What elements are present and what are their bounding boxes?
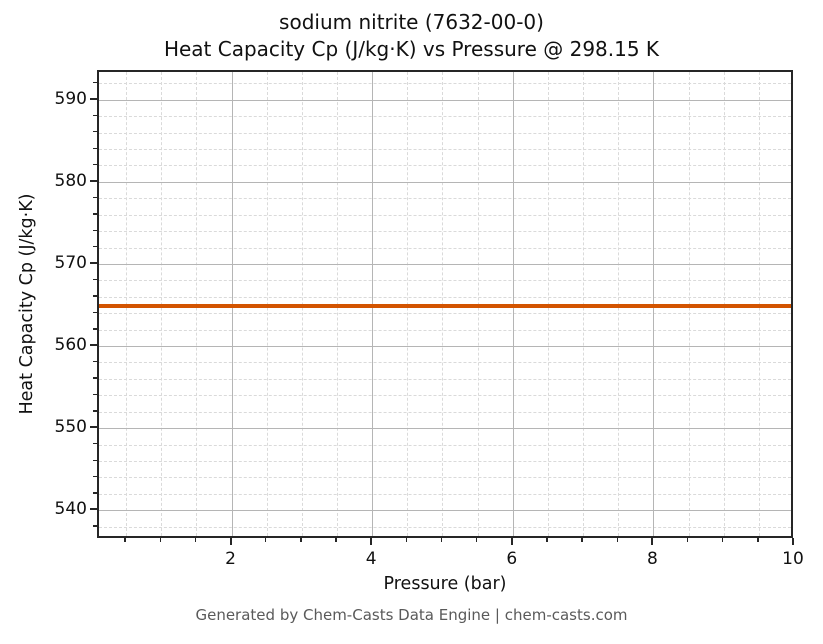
x-minor-tick	[721, 538, 724, 542]
y-minor-gridline	[99, 477, 791, 479]
y-major-tick	[90, 261, 97, 264]
y-minor-gridline	[99, 444, 791, 446]
y-minor-gridline	[99, 329, 791, 331]
y-minor-tick	[93, 131, 97, 133]
y-tick-label: 590	[54, 88, 87, 109]
y-minor-gridline	[99, 214, 791, 216]
y-minor-tick	[93, 328, 97, 330]
y-minor-gridline	[99, 165, 791, 167]
y-minor-gridline	[99, 83, 791, 85]
x-major-tick	[370, 538, 373, 545]
y-major-gridline	[99, 99, 791, 101]
y-minor-tick	[93, 114, 97, 117]
y-minor-tick	[93, 278, 97, 281]
y-major-tick	[90, 426, 97, 429]
x-axis-label: Pressure (bar)	[383, 574, 507, 594]
y-minor-tick	[93, 393, 97, 396]
y-minor-tick	[93, 81, 97, 84]
y-minor-tick	[93, 492, 97, 494]
y-minor-tick	[93, 229, 97, 231]
x-minor-tick	[405, 538, 408, 542]
y-tick-label: 560	[54, 335, 87, 356]
y-minor-gridline	[99, 378, 791, 380]
y-major-tick	[90, 179, 97, 182]
y-major-tick	[90, 97, 97, 100]
y-minor-tick	[93, 196, 97, 199]
footer-attribution: Generated by Chem-Casts Data Engine | ch…	[195, 606, 628, 624]
y-minor-gridline	[99, 411, 791, 413]
y-minor-tick	[93, 410, 97, 412]
y-minor-tick	[93, 475, 97, 478]
y-minor-gridline	[99, 461, 791, 462]
y-tick-label: 550	[54, 417, 87, 438]
y-minor-tick	[93, 295, 97, 297]
x-minor-tick	[686, 538, 689, 542]
x-minor-tick	[335, 538, 337, 542]
y-major-tick	[90, 344, 97, 347]
y-axis-label: Heat Capacity Cp (J/kg·K)	[17, 193, 37, 415]
y-minor-gridline	[99, 149, 791, 150]
y-minor-gridline	[99, 362, 791, 364]
y-minor-tick	[93, 443, 97, 445]
y-minor-gridline	[99, 132, 791, 134]
plot-area	[97, 70, 793, 538]
y-minor-gridline	[99, 296, 791, 298]
x-tick-label: 10	[782, 549, 804, 569]
y-minor-tick	[93, 311, 97, 314]
y-major-gridline	[99, 346, 791, 348]
y-minor-gridline	[99, 231, 791, 233]
x-minor-tick	[475, 538, 478, 542]
y-minor-gridline	[99, 395, 791, 397]
y-major-tick	[90, 508, 97, 511]
x-minor-tick	[757, 538, 759, 542]
y-major-gridline	[99, 181, 791, 183]
x-minor-tick	[159, 538, 161, 542]
y-minor-gridline	[99, 526, 791, 528]
y-tick-label: 570	[54, 252, 87, 273]
y-tick-label: 540	[54, 499, 87, 520]
y-major-gridline	[99, 263, 791, 265]
x-tick-label: 6	[506, 549, 518, 569]
x-tick-label: 4	[365, 549, 377, 569]
y-minor-tick	[93, 163, 97, 166]
y-minor-gridline	[99, 116, 791, 118]
y-minor-tick	[93, 525, 97, 527]
y-minor-gridline	[99, 493, 791, 495]
x-major-tick	[510, 538, 513, 545]
x-major-tick	[792, 538, 794, 545]
x-minor-tick	[581, 538, 583, 542]
y-minor-gridline	[99, 198, 791, 200]
x-major-tick	[229, 538, 232, 545]
x-minor-tick	[616, 538, 618, 542]
x-minor-tick	[546, 538, 548, 542]
x-minor-tick	[124, 538, 126, 542]
y-minor-tick	[93, 377, 97, 379]
y-minor-tick	[93, 459, 97, 461]
x-tick-label: 2	[225, 549, 236, 569]
x-minor-tick	[265, 538, 267, 542]
x-minor-tick	[300, 538, 302, 542]
x-minor-tick	[440, 538, 443, 542]
y-major-gridline	[99, 428, 791, 430]
y-minor-tick	[93, 147, 97, 149]
y-minor-gridline	[99, 280, 791, 282]
x-major-tick	[651, 538, 654, 545]
x-minor-tick	[194, 538, 197, 542]
y-tick-label: 580	[54, 170, 87, 191]
y-major-gridline	[99, 510, 791, 512]
y-minor-gridline	[99, 313, 791, 315]
x-tick-label: 8	[646, 549, 658, 569]
y-minor-gridline	[99, 247, 791, 249]
y-minor-tick	[93, 360, 97, 363]
chart-title-line2: Heat Capacity Cp (J/kg·K) vs Pressure @ …	[163, 37, 660, 61]
cp-series-line	[99, 303, 791, 308]
y-minor-tick	[93, 213, 97, 215]
chart-title: sodium nitrite (7632-00-0) Heat Capacity…	[0, 9, 823, 63]
y-minor-tick	[93, 246, 97, 248]
chart-title-line1: sodium nitrite (7632-00-0)	[279, 10, 544, 34]
